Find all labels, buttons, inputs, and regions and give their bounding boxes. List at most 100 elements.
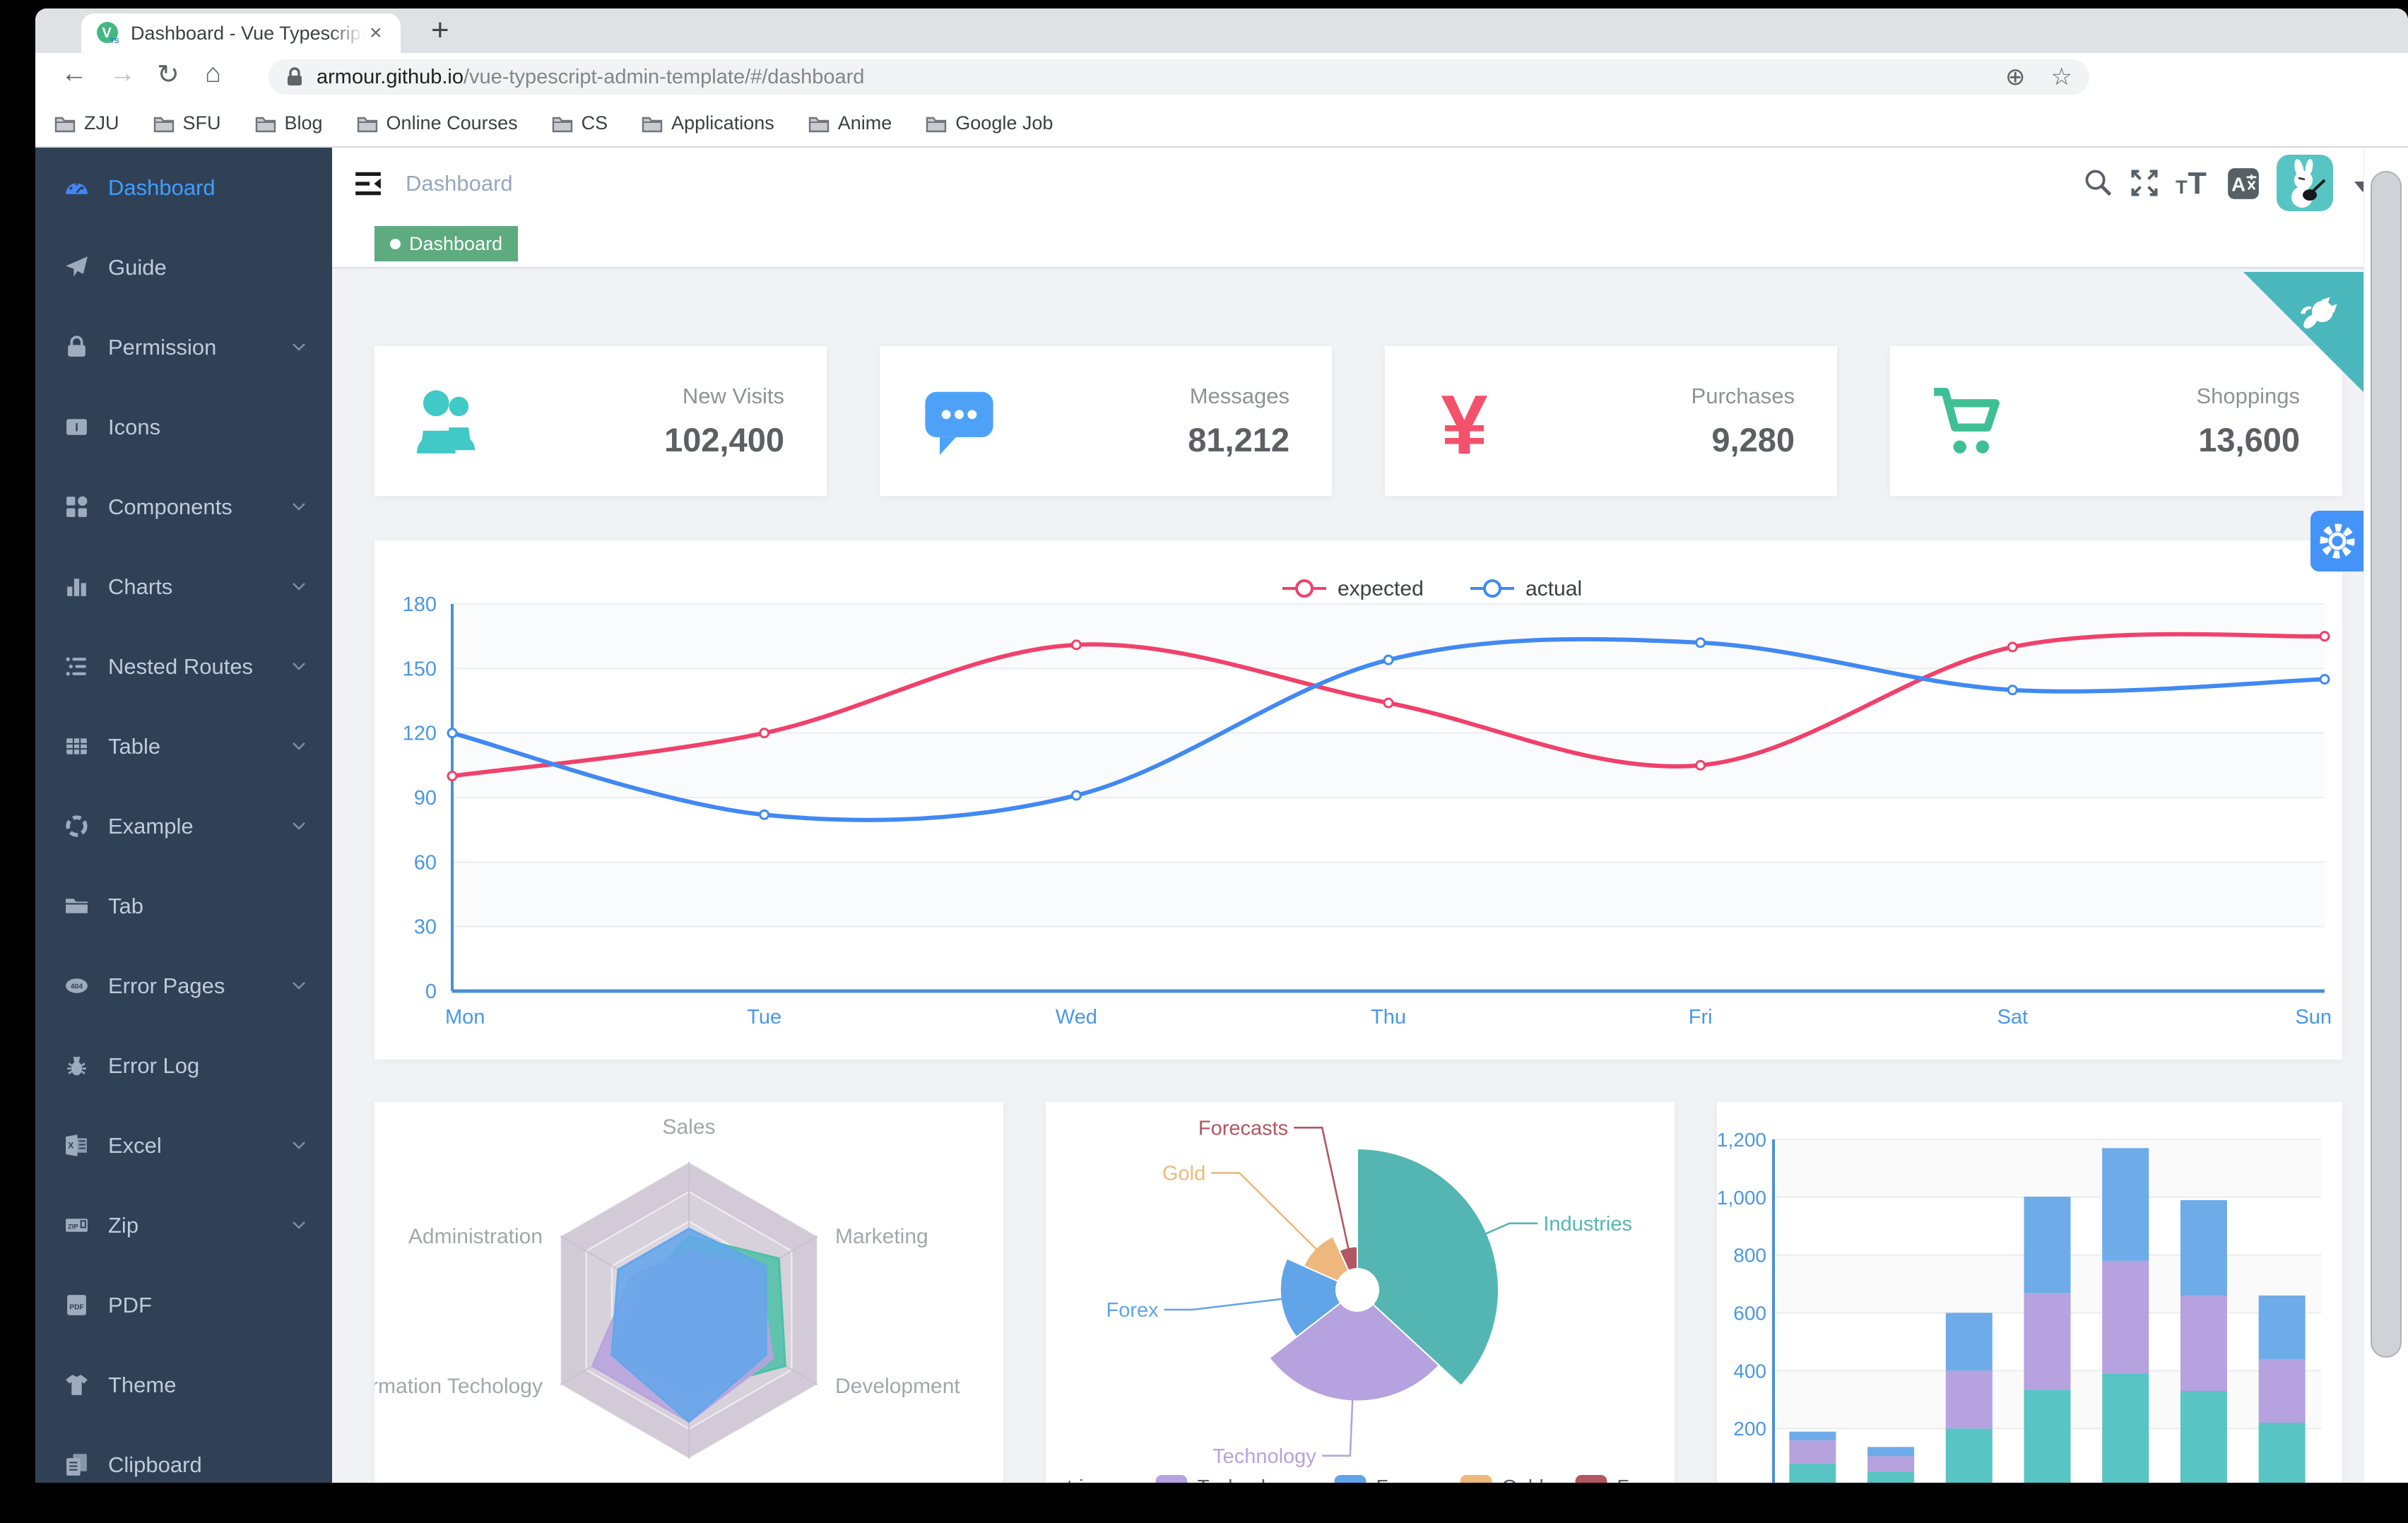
svg-text:Customer Support: Customer Support — [603, 1481, 775, 1483]
nested-routes-icon — [66, 657, 86, 676]
pie-chart-panel: Industries Technology Forex Gold Forecasts In… — [1046, 1102, 1675, 1483]
bookmark-item[interactable]: ZJU — [54, 112, 119, 134]
stat-card-purchases[interactable]: ¥ Purchases 9,280 — [1385, 346, 1837, 496]
bookmark-star-icon[interactable]: ☆ — [2050, 64, 2072, 90]
tag-label: Dashboard — [409, 232, 503, 254]
svg-text:Sun: Sun — [2295, 1006, 2332, 1029]
tab-bar: V TS Dashboard - Vue Typescript Ad × + — [35, 8, 2408, 53]
zoom-icon[interactable]: ⊕ — [2005, 64, 2026, 90]
github-corner-ribbon[interactable] — [2243, 272, 2363, 392]
stat-card-value: 13,600 — [2198, 420, 2300, 458]
svg-text:Forex: Forex — [1376, 1476, 1427, 1483]
sidebar-item-error-log[interactable]: Error Log — [35, 1026, 332, 1106]
bookmark-item[interactable]: Google Job — [926, 112, 1053, 134]
address-field[interactable]: armour.github.io/vue-typescript-admin-te… — [268, 59, 2089, 95]
svg-text:V: V — [102, 25, 112, 41]
bookmark-item[interactable]: Applications — [642, 112, 774, 134]
sidebar-item-table[interactable]: Table — [35, 706, 332, 786]
back-icon[interactable]: ← — [61, 59, 88, 88]
svg-text:60: 60 — [414, 851, 437, 874]
sidebar-item-icons[interactable]: I Icons — [35, 387, 332, 467]
chevron-down-icon — [293, 742, 305, 750]
folder-icon — [642, 117, 663, 132]
charts-icon — [67, 579, 86, 596]
settings-button[interactable] — [2310, 511, 2363, 571]
error-404-icon: 404 — [66, 978, 88, 993]
bookmark-item[interactable]: Anime — [808, 112, 892, 134]
svg-text:200: 200 — [1733, 1418, 1766, 1440]
stat-card-text: Purchases 9,280 — [1692, 384, 1795, 459]
sidebar-item-charts[interactable]: Charts — [35, 547, 332, 627]
sidebar-item-nested-routes[interactable]: Nested Routes — [35, 627, 332, 706]
bookmark-item[interactable]: CS — [552, 112, 608, 134]
svg-text:X: X — [68, 1141, 74, 1151]
message-icon — [925, 391, 993, 456]
sidebar-item-label: Zip — [108, 1212, 139, 1238]
tag-dot-icon — [390, 238, 401, 249]
line-chart[interactable]: 0 30 60 90 120 150 180 Mon Tue Wed Thu Fri Sat Sun exp… — [374, 540, 2342, 1060]
bug-icon — [67, 1056, 86, 1076]
svg-text:Industries: Industries — [1543, 1213, 1632, 1235]
folder-icon — [926, 117, 947, 132]
chevron-down-icon — [293, 1221, 305, 1229]
hamburger-icon[interactable] — [353, 169, 383, 198]
url-domain: armour.github.io — [317, 65, 464, 88]
new-tab-button[interactable]: + — [431, 13, 449, 47]
chevron-down-icon — [293, 663, 305, 670]
svg-text:Sat: Sat — [1997, 1006, 2029, 1029]
sidebar-item-permission[interactable]: Permission — [35, 307, 332, 387]
sidebar-item-zip[interactable]: ZIP Zip — [35, 1185, 332, 1265]
sidebar-item-dashboard[interactable]: Dashboard — [35, 148, 332, 227]
stat-card-label: New Visits — [682, 383, 784, 408]
sidebar-item-error-pages[interactable]: 404 Error Pages — [35, 946, 332, 1026]
sidebar-item-clipboard[interactable]: Clipboard — [35, 1425, 332, 1483]
sidebar-item-components[interactable]: Components — [35, 467, 332, 547]
stat-card-shoppings[interactable]: Shoppings 13,600 — [1890, 346, 2342, 496]
home-icon[interactable]: ⌂ — [205, 59, 221, 88]
svg-text:404: 404 — [71, 983, 83, 991]
translate-icon[interactable]: A — [2227, 167, 2260, 200]
search-icon[interactable] — [2083, 167, 2114, 198]
svg-text:0: 0 — [425, 980, 437, 1003]
svg-text:Mon: Mon — [445, 1006, 485, 1029]
bar-chart[interactable]: 200 400 600 800 1,000 1,200 — [1717, 1102, 2342, 1483]
svg-text:Administration: Administration — [408, 1225, 543, 1248]
svg-text:PDF: PDF — [69, 1304, 84, 1312]
reload-icon[interactable]: ↻ — [157, 60, 179, 90]
tab-close-icon[interactable]: × — [370, 21, 382, 45]
sidebar-item-theme[interactable]: Theme — [35, 1345, 332, 1425]
svg-text:Sales: Sales — [662, 1115, 715, 1139]
sidebar-item-example[interactable]: Example — [35, 786, 332, 866]
user-avatar[interactable] — [2277, 155, 2333, 211]
bookmark-item[interactable]: SFU — [153, 112, 221, 134]
svg-text:800: 800 — [1733, 1245, 1766, 1267]
browser-tab[interactable]: V TS Dashboard - Vue Typescript Ad × — [81, 13, 401, 53]
fullscreen-icon[interactable] — [2129, 167, 2160, 198]
forward-icon[interactable]: → — [109, 59, 136, 88]
scrollbar-thumb[interactable] — [2371, 171, 2402, 1358]
example-icon — [66, 815, 88, 837]
svg-text:Information Techology: Information Techology — [374, 1375, 543, 1398]
money-icon: ¥ — [1441, 382, 1487, 460]
browser-scrollbar[interactable] — [2363, 148, 2408, 1483]
stat-card-messages[interactable]: Messages 81,212 — [880, 346, 1332, 496]
text-size-icon[interactable]: T T — [2175, 167, 2212, 198]
vue-favicon-icon: V TS — [97, 22, 119, 45]
bookmark-item[interactable]: Online Courses — [357, 112, 518, 134]
tag-dashboard[interactable]: Dashboard — [374, 226, 519, 261]
sidebar-item-pdf[interactable]: PDF PDF — [35, 1265, 332, 1345]
sidebar-item-label: Table — [108, 733, 161, 759]
chevron-down-icon — [293, 822, 305, 830]
pie-chart[interactable]: Industries Technology Forex Gold Forecasts In… — [1046, 1102, 1675, 1483]
sidebar-item-label: Error Pages — [108, 973, 225, 998]
bookmark-label: Applications — [671, 112, 774, 134]
bookmark-item[interactable]: Blog — [255, 112, 323, 134]
sidebar-item-excel[interactable]: X Excel — [35, 1106, 332, 1185]
chevron-down-icon — [293, 982, 305, 990]
radar-chart[interactable]: Sales Marketing Development Customer Suppor… — [374, 1102, 1003, 1483]
svg-text:Marketing: Marketing — [835, 1225, 928, 1248]
sidebar-item-guide[interactable]: Guide — [35, 227, 332, 307]
stat-card-new-visits[interactable]: New Visits 102,400 — [374, 346, 827, 496]
sidebar-item-tab[interactable]: Tab — [35, 866, 332, 946]
svg-text:Fri: Fri — [1689, 1006, 1713, 1029]
